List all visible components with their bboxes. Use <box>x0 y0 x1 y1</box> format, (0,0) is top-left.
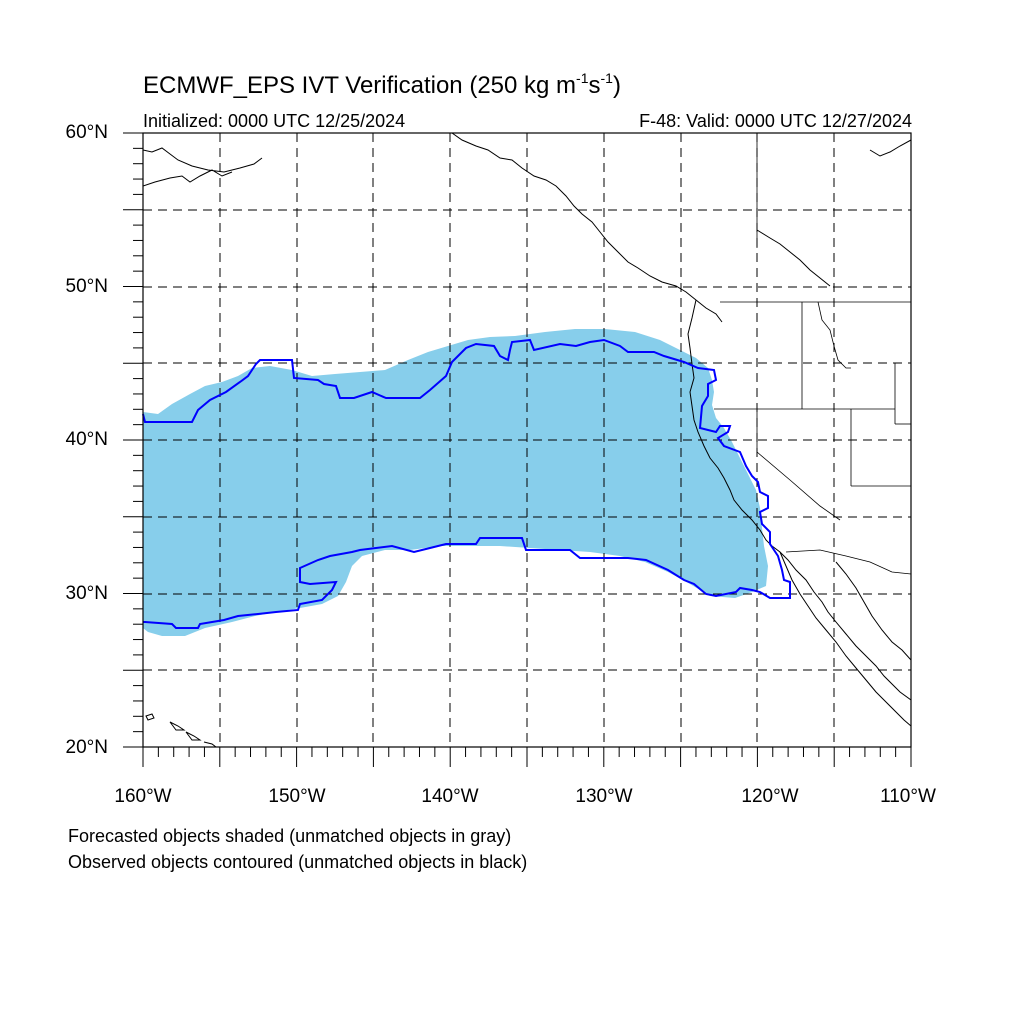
lon-label-160w: 160°W <box>114 786 172 807</box>
lon-label-140w: 140°W <box>421 786 479 807</box>
alaska-coastline <box>143 133 723 323</box>
observed-object-contour <box>142 338 791 629</box>
initialized-time: Initialized: 0000 UTC 12/25/2024 <box>143 111 406 131</box>
lon-label-150w: 150°W <box>268 786 326 807</box>
baja-coastline <box>779 551 911 727</box>
lat-label-30: 30°N <box>65 583 108 604</box>
lon-label-120w: 120°W <box>741 786 799 807</box>
map-title: ECMWF_EPS IVT Verification (250 kg m-1s-… <box>143 70 621 99</box>
lat-label-40: 40°N <box>65 429 108 450</box>
lat-label-60: 60°N <box>65 122 108 143</box>
longitude-ticks <box>142 747 912 767</box>
latitude-ticks <box>123 132 143 748</box>
lon-label-110w: 110°W <box>880 786 936 807</box>
observed-legend-note: Observed objects contoured (unmatched ob… <box>68 852 528 872</box>
lon-label-130w: 130°W <box>575 786 633 807</box>
grid-lines <box>143 133 911 747</box>
valid-time: F-48: Valid: 0000 UTC 12/27/2024 <box>639 111 912 131</box>
political-boundaries <box>714 133 911 575</box>
coastlines <box>143 133 911 747</box>
us-west-coastline <box>687 299 911 701</box>
lat-label-50: 50°N <box>65 276 108 297</box>
hawaii-islands <box>145 713 217 747</box>
forecast-object <box>143 329 768 636</box>
forecast-legend-note: Forecasted objects shaded (unmatched obj… <box>68 826 512 846</box>
lat-label-20: 20°N <box>65 737 108 758</box>
